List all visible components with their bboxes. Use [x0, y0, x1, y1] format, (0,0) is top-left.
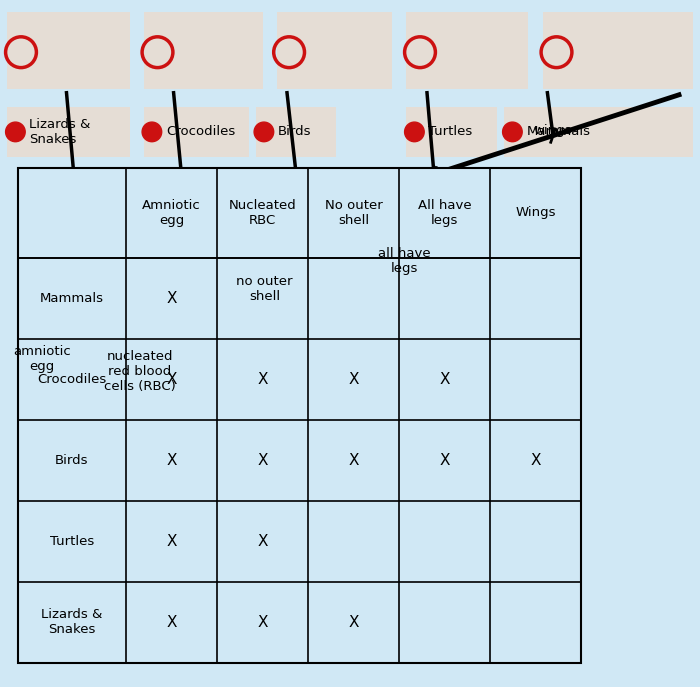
FancyBboxPatch shape [144, 12, 262, 89]
Text: X: X [167, 291, 176, 306]
Text: No outer
shell: No outer shell [325, 199, 382, 227]
FancyBboxPatch shape [256, 107, 336, 157]
Text: nucleated
red blood
cells (RBC): nucleated red blood cells (RBC) [104, 350, 176, 394]
Text: X: X [167, 453, 176, 468]
FancyBboxPatch shape [144, 107, 248, 157]
Text: Crocodiles: Crocodiles [166, 126, 235, 138]
Ellipse shape [503, 122, 522, 142]
FancyBboxPatch shape [7, 12, 130, 89]
FancyBboxPatch shape [276, 12, 392, 89]
Ellipse shape [6, 122, 25, 142]
FancyBboxPatch shape [406, 12, 528, 89]
Text: Turtles: Turtles [50, 535, 94, 548]
Text: amniotic
egg: amniotic egg [13, 345, 71, 373]
Text: X: X [258, 453, 267, 468]
Text: Amniotic
egg: Amniotic egg [142, 199, 201, 227]
Text: X: X [258, 372, 267, 387]
Text: all have
legs: all have legs [378, 247, 431, 275]
Text: All have
legs: All have legs [418, 199, 471, 227]
Text: Crocodiles: Crocodiles [37, 373, 106, 385]
Text: Mammals: Mammals [526, 126, 590, 138]
Text: X: X [349, 372, 358, 387]
Text: X: X [440, 372, 449, 387]
FancyBboxPatch shape [7, 107, 130, 157]
Text: X: X [258, 534, 267, 549]
Ellipse shape [405, 122, 424, 142]
Text: no outer
shell: no outer shell [237, 275, 293, 303]
Text: Lizards &
Snakes: Lizards & Snakes [41, 609, 102, 636]
Text: Birds: Birds [55, 454, 88, 466]
Text: X: X [167, 615, 176, 630]
Text: Lizards &
Snakes: Lizards & Snakes [29, 118, 91, 146]
Ellipse shape [142, 122, 162, 142]
Text: X: X [167, 372, 176, 387]
Text: Nucleated
RBC: Nucleated RBC [229, 199, 296, 227]
Text: Wings: Wings [515, 207, 556, 219]
Text: X: X [531, 453, 541, 468]
Text: Birds: Birds [278, 126, 312, 138]
FancyBboxPatch shape [406, 107, 497, 157]
Ellipse shape [254, 122, 274, 142]
Text: X: X [440, 453, 449, 468]
Text: X: X [258, 615, 267, 630]
Text: X: X [167, 534, 176, 549]
FancyBboxPatch shape [542, 12, 693, 89]
Text: X: X [349, 615, 358, 630]
Text: Mammals: Mammals [40, 292, 104, 304]
Text: wings: wings [533, 124, 573, 137]
Text: X: X [349, 453, 358, 468]
FancyBboxPatch shape [18, 168, 581, 663]
FancyBboxPatch shape [504, 107, 693, 157]
Text: Turtles: Turtles [428, 126, 472, 138]
